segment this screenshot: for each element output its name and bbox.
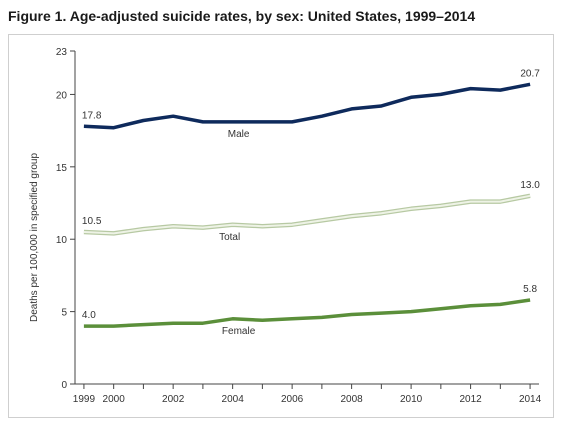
- y-tick-label: 15: [56, 163, 68, 174]
- series-group: [83, 82, 531, 328]
- x-tick-label: 2006: [281, 394, 304, 405]
- x-tick-label: 2000: [103, 394, 126, 405]
- chart-frame: 0 5 10 15 20 23 1999 2000 2002 2004 2006 2008 2010 20…: [8, 34, 554, 418]
- labels-group: 17.8 20.7 Male 10.5 13.0 Total 4.0 5.8 Female: [82, 68, 540, 337]
- y-tick-label: 23: [56, 47, 68, 58]
- data-label-start-total: 10.5: [82, 216, 102, 227]
- y-axis-title: Deaths per 100,000 in specified group: [29, 153, 40, 322]
- y-tick-label: 10: [56, 235, 68, 246]
- line-chart: 0 5 10 15 20 23 1999 2000 2002 2004 2006 2008 2010 20…: [29, 47, 542, 405]
- y-tick-label: 5: [61, 308, 67, 319]
- data-label-start-male: 17.8: [82, 110, 102, 121]
- x-tick-label: 2008: [340, 394, 363, 405]
- data-label-start-female: 4.0: [82, 310, 96, 321]
- y-tick-label: 0: [61, 380, 67, 391]
- x-tick-label: 2002: [162, 394, 185, 405]
- series-name-label-female: Female: [222, 326, 256, 337]
- x-tick-label: 2010: [400, 394, 423, 405]
- data-label-end-female: 5.8: [523, 284, 537, 295]
- x-tick-label: 2014: [519, 394, 542, 405]
- series-line-total: [83, 194, 531, 235]
- figure-title: Figure 1. Age-adjusted suicide rates, by…: [8, 8, 476, 24]
- series-line-male: [83, 82, 531, 130]
- x-tick-label: 2004: [222, 394, 245, 405]
- series-line-female: [83, 298, 531, 328]
- x-tick-label: 1999: [73, 394, 96, 405]
- data-label-end-total: 13.0: [520, 180, 540, 191]
- y-tick-label: 20: [56, 90, 68, 101]
- data-label-end-male: 20.7: [520, 68, 540, 79]
- x-tick-label: 2012: [459, 394, 482, 405]
- series-name-label-total: Total: [219, 232, 240, 243]
- series-name-label-male: Male: [228, 129, 250, 140]
- axes-group: 0 5 10 15 20 23 1999 2000 2002 2004 2006 2008 2010 20…: [29, 47, 542, 405]
